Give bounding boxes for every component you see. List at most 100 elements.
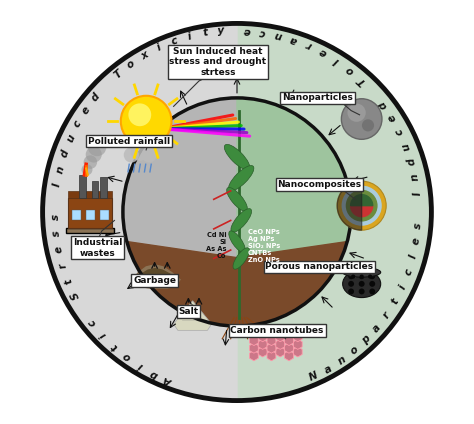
- Text: u: u: [401, 141, 412, 152]
- Text: r: r: [58, 261, 69, 269]
- Polygon shape: [267, 351, 276, 361]
- Circle shape: [82, 164, 92, 175]
- Text: t: t: [202, 28, 209, 39]
- Polygon shape: [276, 347, 284, 357]
- Text: T: T: [112, 68, 125, 80]
- Circle shape: [341, 99, 382, 139]
- Polygon shape: [127, 242, 347, 326]
- Text: Nanocomposites: Nanocomposites: [277, 180, 362, 189]
- Circle shape: [130, 142, 149, 161]
- Text: b: b: [149, 368, 160, 380]
- Circle shape: [360, 274, 364, 279]
- Circle shape: [362, 119, 374, 131]
- Text: i: i: [155, 42, 163, 53]
- Text: n: n: [336, 354, 347, 367]
- Circle shape: [337, 181, 386, 230]
- Polygon shape: [249, 343, 258, 353]
- FancyBboxPatch shape: [79, 175, 86, 198]
- Polygon shape: [284, 343, 293, 353]
- Circle shape: [368, 274, 372, 279]
- Text: l: l: [333, 55, 341, 65]
- Ellipse shape: [231, 209, 252, 232]
- Text: Garbage: Garbage: [133, 276, 176, 285]
- Polygon shape: [267, 335, 276, 346]
- Text: a: a: [371, 322, 383, 334]
- Text: o: o: [126, 58, 137, 70]
- Text: Nanoparticles: Nanoparticles: [282, 93, 353, 102]
- Text: Polluted rainfall: Polluted rainfall: [88, 137, 170, 145]
- Text: s: s: [413, 222, 423, 229]
- Circle shape: [124, 148, 139, 162]
- Polygon shape: [173, 301, 212, 330]
- Circle shape: [348, 288, 354, 294]
- Polygon shape: [237, 23, 431, 401]
- Text: s: s: [50, 214, 61, 220]
- Text: r: r: [304, 39, 313, 50]
- Polygon shape: [293, 332, 302, 342]
- Text: t: t: [390, 297, 401, 306]
- Ellipse shape: [229, 231, 245, 252]
- Ellipse shape: [228, 165, 254, 191]
- Text: Porous nanoparticles: Porous nanoparticles: [265, 262, 374, 271]
- Text: o: o: [344, 64, 356, 76]
- Text: l: l: [408, 254, 419, 260]
- Text: p: p: [360, 334, 372, 346]
- Polygon shape: [351, 206, 373, 217]
- Text: d: d: [377, 98, 390, 110]
- Text: c: c: [87, 317, 99, 328]
- Polygon shape: [123, 98, 237, 326]
- Circle shape: [128, 103, 151, 126]
- Text: r: r: [381, 310, 392, 320]
- Text: Cd Ni
Si
As As
Co: Cd Ni Si As As Co: [206, 232, 227, 259]
- Circle shape: [347, 103, 366, 122]
- Text: n: n: [55, 165, 66, 174]
- Circle shape: [83, 155, 97, 169]
- Text: e: e: [54, 245, 65, 254]
- Text: Industrial
wastes: Industrial wastes: [73, 238, 122, 258]
- Ellipse shape: [343, 268, 381, 277]
- Text: c: c: [259, 27, 266, 37]
- Text: e: e: [80, 105, 92, 116]
- Text: S: S: [69, 290, 82, 301]
- Ellipse shape: [224, 145, 250, 170]
- Polygon shape: [258, 339, 267, 349]
- Text: d: d: [90, 92, 102, 103]
- Circle shape: [348, 281, 354, 287]
- Text: o: o: [121, 350, 133, 363]
- Polygon shape: [293, 339, 302, 349]
- Polygon shape: [351, 195, 373, 206]
- Text: d: d: [406, 157, 418, 167]
- Polygon shape: [293, 347, 302, 357]
- Ellipse shape: [233, 248, 249, 269]
- Circle shape: [351, 274, 356, 279]
- Text: u: u: [64, 133, 77, 144]
- FancyBboxPatch shape: [100, 210, 109, 220]
- Text: t: t: [63, 276, 74, 285]
- Text: c: c: [72, 119, 84, 129]
- Ellipse shape: [343, 270, 381, 298]
- Circle shape: [86, 147, 102, 162]
- Text: e: e: [318, 46, 328, 58]
- Text: t: t: [109, 341, 119, 351]
- Text: i: i: [397, 284, 408, 291]
- Text: i: i: [136, 360, 144, 371]
- Text: s: s: [51, 230, 62, 237]
- Text: e: e: [411, 237, 422, 245]
- Circle shape: [351, 268, 356, 273]
- Polygon shape: [43, 23, 237, 401]
- Circle shape: [369, 273, 375, 279]
- Text: c: c: [403, 268, 414, 277]
- Text: d: d: [59, 149, 71, 159]
- FancyBboxPatch shape: [68, 191, 112, 198]
- Text: n: n: [410, 173, 421, 182]
- Circle shape: [359, 281, 365, 287]
- Polygon shape: [249, 351, 258, 361]
- Text: e: e: [243, 25, 250, 36]
- Circle shape: [368, 268, 372, 273]
- Circle shape: [369, 281, 375, 287]
- Circle shape: [348, 273, 354, 279]
- Text: x: x: [139, 50, 150, 61]
- Text: i: i: [186, 31, 192, 42]
- Polygon shape: [258, 332, 267, 342]
- FancyBboxPatch shape: [68, 198, 112, 228]
